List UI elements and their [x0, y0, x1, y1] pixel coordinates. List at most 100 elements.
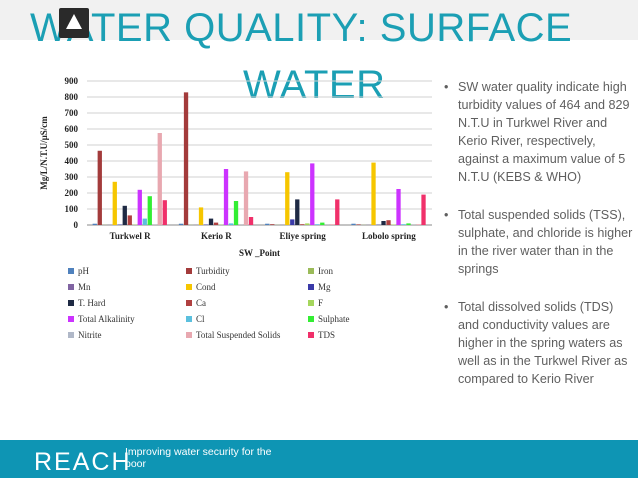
legend-swatch — [186, 284, 192, 290]
legend-label: Turbidity — [196, 266, 230, 276]
y-tick-label: 0 — [74, 220, 79, 230]
bar — [371, 162, 376, 225]
water-quality-bar-chart: 0 100 200 300 400 500 600 700 800 900 Mg/L/N.T.U/µ… — [39, 76, 432, 258]
legend-item: Sulphate — [308, 314, 350, 324]
bar — [386, 220, 391, 225]
legend-swatch — [68, 268, 74, 274]
bar — [305, 223, 310, 225]
y-axis-label: Mg/L/N.T.U/µS/cm — [39, 116, 49, 190]
bar — [300, 224, 305, 225]
bar — [320, 222, 325, 225]
legend-label: Sulphate — [318, 314, 350, 324]
bullet-text: Total suspended solids (TSS), sulphate, … — [458, 208, 633, 276]
legend-swatch — [308, 332, 314, 338]
bullet-marker: • — [444, 208, 449, 222]
y-tick-label: 800 — [65, 92, 79, 102]
bar — [233, 201, 239, 225]
x-tick-label: Turkwel R — [110, 231, 151, 241]
bar — [416, 224, 421, 225]
brand-logo: REACH — [34, 448, 132, 476]
bar — [198, 207, 204, 225]
bullet-item: • SW water quality indicate high turbidit… — [444, 78, 634, 186]
legend-swatch — [68, 316, 74, 322]
bullet-text: SW water quality indicate high turbidity… — [458, 80, 630, 184]
legend-label: Total Alkalinity — [78, 314, 135, 324]
legend-label: Cond — [196, 282, 216, 292]
bullet-text: Total dissolved solids (TDS) and conduct… — [458, 300, 628, 386]
legend-item: Ca — [186, 298, 206, 308]
y-tick-label: 900 — [65, 76, 79, 86]
bar — [208, 218, 214, 225]
legend-item: Cond — [186, 282, 216, 292]
legend-item: T. Hard — [68, 298, 105, 308]
bullet-marker: • — [444, 80, 449, 94]
bullet-list: • SW water quality indicate high turbidit… — [444, 78, 634, 408]
x-tick-label: Eliye spring — [279, 231, 326, 241]
legend-label: Cl — [196, 314, 205, 324]
bullet-marker: • — [444, 300, 449, 314]
bar — [142, 218, 147, 225]
legend-swatch — [186, 300, 192, 306]
title-band — [0, 0, 638, 40]
slide-title-line1: WATER QUALITY: SURFACE — [30, 6, 573, 50]
y-tick-label: 300 — [65, 172, 79, 182]
bar — [213, 222, 219, 225]
legend-swatch — [68, 300, 74, 306]
bar — [285, 172, 290, 225]
bar — [330, 224, 335, 225]
bar — [290, 219, 295, 225]
bar — [265, 223, 270, 225]
bar — [228, 223, 234, 225]
legend-item: Cl — [186, 314, 205, 324]
bar — [396, 189, 401, 225]
bar — [178, 223, 184, 225]
bar — [112, 181, 117, 225]
legend-swatch — [308, 316, 314, 322]
bar — [356, 224, 361, 225]
bar — [162, 200, 167, 225]
legend-item: pH — [68, 266, 89, 276]
x-tick-label: Lobolo spring — [362, 231, 416, 241]
legend-item: F — [308, 298, 323, 308]
legend-label: F — [318, 298, 324, 308]
legend-item: Turbidity — [186, 266, 230, 276]
y-tick-label: 700 — [65, 108, 79, 118]
legend-label: T. Hard — [78, 298, 106, 308]
bar — [183, 92, 189, 225]
legend-label: Mg — [318, 282, 331, 292]
bar — [223, 169, 229, 225]
bar — [310, 163, 315, 225]
bar — [295, 199, 300, 225]
legend-label: Mn — [78, 282, 91, 292]
legend-item: Mn — [68, 282, 91, 292]
legend-label: Total Suspended Solids — [196, 330, 281, 340]
logo-mark-icon — [59, 8, 89, 38]
legend-swatch — [68, 332, 74, 338]
x-tick-label: Kerio R — [201, 231, 232, 241]
bar — [243, 171, 249, 225]
legend-label: Ca — [196, 298, 206, 308]
bar — [270, 224, 275, 225]
slide-title-line2: WATER — [243, 63, 386, 107]
chart-legend: pH Turbidity Iron Mn Cond Mg T. Hard Ca F Total A… — [60, 264, 430, 344]
y-tick-label: 200 — [65, 188, 79, 198]
bullet-item: • Total suspended solids (TSS), sulphate,… — [444, 206, 634, 278]
bar — [92, 223, 97, 225]
y-tick-label: 400 — [65, 156, 79, 166]
y-tick-label: 500 — [65, 140, 79, 150]
bar — [315, 224, 320, 225]
footer-bar — [0, 440, 638, 478]
bar — [157, 133, 162, 225]
legend-swatch — [308, 300, 314, 306]
bar — [97, 150, 102, 225]
legend-swatch — [186, 316, 192, 322]
legend-swatch — [308, 284, 314, 290]
legend-label: pH — [78, 266, 89, 276]
bar — [401, 224, 406, 225]
bar — [335, 199, 340, 225]
brand-tagline: Improving water security for the poor — [125, 446, 272, 470]
legend-swatch — [68, 284, 74, 290]
legend-swatch — [186, 332, 192, 338]
legend-swatch — [186, 268, 192, 274]
y-tick-label: 600 — [65, 124, 79, 134]
